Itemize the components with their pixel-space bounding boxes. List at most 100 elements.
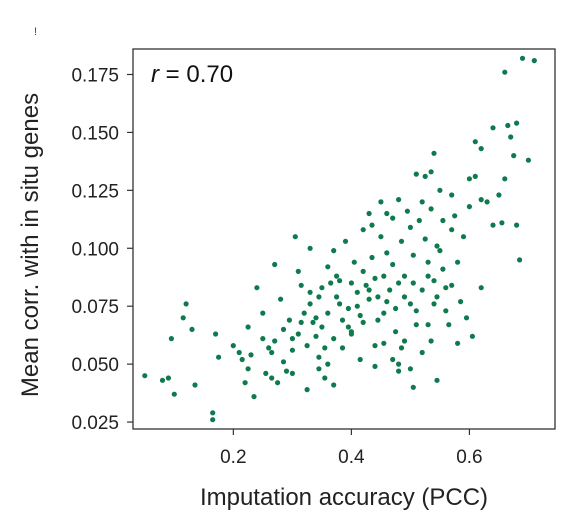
scatter-point (458, 299, 464, 305)
scatter-point (452, 213, 458, 219)
y-tick-label: 0.100 (71, 239, 119, 260)
scatter-point (443, 308, 449, 314)
scatter-point (434, 243, 440, 249)
scatter-point (251, 394, 257, 400)
scatter-point (325, 310, 331, 316)
scatter-point (525, 157, 532, 163)
scatter-point (366, 210, 372, 217)
scatter-point (334, 273, 340, 279)
scatter-point (419, 199, 425, 205)
scatter-point (319, 324, 325, 330)
scatter-point (325, 361, 331, 367)
scatter-point (410, 252, 416, 258)
scatter-point (419, 349, 425, 356)
scatter-point (428, 338, 434, 344)
scatter-point (369, 254, 375, 261)
scatter-point (159, 377, 166, 383)
data-points (142, 55, 537, 423)
scatter-point (322, 345, 328, 351)
y-axis-title: Mean corr. with in situ genes (17, 93, 44, 397)
x-axis-title: Imputation accuracy (PCC) (200, 484, 488, 511)
y-tick-label: 0.125 (71, 181, 119, 202)
scatter-point (266, 345, 272, 351)
scatter-point (455, 340, 461, 346)
y-axis-ticks: 0.025 0.050 0.075 0.100 0.125 0.150 0.175 (71, 65, 133, 434)
y-tick-label: 0.175 (71, 65, 119, 86)
scatter-point (499, 220, 505, 226)
scatter-point (455, 259, 461, 265)
scatter-point (390, 356, 396, 363)
scatter-point (354, 303, 360, 309)
scatter-point (478, 285, 484, 291)
y-tick-label: 0.075 (71, 297, 119, 318)
scatter-point (505, 122, 511, 129)
scatter-point (292, 234, 298, 240)
scatter-point (472, 139, 478, 145)
scatter-point (295, 331, 301, 337)
scatter-point (413, 322, 419, 328)
scatter-point (171, 391, 177, 397)
scatter-point (301, 310, 307, 316)
scatter-point (230, 343, 236, 349)
scatter-point (478, 146, 484, 152)
scatter-point (440, 266, 446, 272)
scatter-point (216, 354, 222, 360)
scatter-point (260, 336, 266, 342)
scatter-point (372, 363, 378, 369)
scatter-point (372, 275, 378, 281)
scatter-point (304, 343, 310, 349)
scatter-point (378, 234, 384, 240)
scatter-point (390, 215, 396, 221)
scatter-point (313, 315, 319, 321)
scatter-point (142, 373, 148, 379)
scatter-point (192, 382, 198, 388)
scatter-point (396, 361, 402, 367)
scatter-point (375, 317, 381, 323)
scatter-point (213, 331, 219, 337)
scatter-point (337, 301, 343, 307)
scatter-point (449, 282, 455, 288)
scatter-point (375, 294, 381, 300)
scatter-point (396, 368, 402, 374)
scatter-point (248, 352, 254, 358)
scatter-point (422, 173, 428, 179)
scatter-point (384, 210, 390, 217)
scatter-point (328, 280, 334, 286)
scatter-point (331, 382, 337, 388)
y-tick-label: 0.150 (71, 123, 119, 144)
scatter-point (307, 289, 313, 295)
scatter-point (351, 259, 357, 265)
scatter-point (289, 370, 295, 376)
correlation-var: r (151, 61, 160, 88)
scatter-point (269, 349, 275, 356)
scatter-point (254, 285, 260, 291)
scatter-point (289, 347, 295, 353)
scatter-point (360, 319, 366, 325)
scatter-point (316, 366, 322, 372)
scatter-point (342, 238, 349, 244)
scatter-point (381, 340, 387, 346)
scatter-point (434, 377, 440, 383)
scatter-point (466, 176, 472, 182)
scatter-point (360, 268, 366, 274)
scatter-point (413, 308, 419, 314)
scatter-point (316, 294, 322, 300)
scatter-point (446, 322, 452, 328)
correlation-value: = 0.70 (159, 61, 233, 88)
scatter-point (460, 234, 467, 240)
scatter-point (360, 227, 366, 233)
scatter-point (431, 150, 437, 156)
scatter-point (275, 380, 281, 386)
scatter-point (508, 134, 514, 140)
scatter-point (260, 310, 266, 316)
plot-frame (132, 48, 556, 430)
scatter-point (366, 287, 372, 293)
scatter-point (357, 356, 363, 363)
scatter-point (393, 329, 399, 335)
scatter-point (404, 208, 410, 214)
scatter-point (289, 336, 295, 342)
scatter-point (245, 366, 251, 372)
scatter-point (384, 299, 390, 305)
scatter-point (472, 173, 478, 179)
scatter-point (304, 387, 310, 393)
